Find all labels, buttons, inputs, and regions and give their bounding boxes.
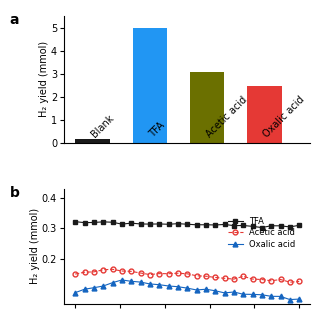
Oxalic acid — [223, 291, 227, 295]
Oxalic acid — [83, 287, 86, 291]
Acetic acid — [241, 274, 245, 278]
Acetic acid — [260, 278, 264, 282]
TFA — [297, 223, 301, 227]
Oxalic acid — [297, 297, 301, 301]
TFA — [111, 220, 115, 224]
Oxalic acid — [204, 287, 208, 291]
Oxalic acid — [120, 278, 124, 282]
TFA — [260, 226, 264, 229]
TFA — [92, 220, 96, 224]
Acetic acid — [148, 273, 152, 276]
Acetic acid — [73, 272, 77, 276]
Line: TFA: TFA — [73, 219, 302, 230]
TFA — [195, 223, 198, 227]
Acetic acid — [288, 280, 292, 284]
Oxalic acid — [148, 282, 152, 286]
Acetic acid — [204, 274, 208, 278]
TFA — [176, 222, 180, 226]
TFA — [139, 222, 142, 226]
TFA — [120, 222, 124, 226]
Oxalic acid — [260, 293, 264, 297]
Oxalic acid — [167, 284, 171, 288]
Acetic acid — [92, 270, 96, 274]
Oxalic acid — [213, 289, 217, 293]
Oxalic acid — [157, 283, 161, 287]
TFA — [148, 222, 152, 226]
Text: a: a — [10, 13, 19, 28]
Oxalic acid — [176, 285, 180, 289]
Bar — [247, 86, 282, 143]
Acetic acid — [279, 277, 283, 281]
Acetic acid — [185, 272, 189, 276]
Acetic acid — [129, 269, 133, 273]
Acetic acid — [101, 268, 105, 272]
Acetic acid — [232, 277, 236, 281]
TFA — [204, 223, 208, 227]
Text: Blank: Blank — [90, 113, 116, 139]
Oxalic acid — [185, 286, 189, 290]
TFA — [279, 224, 283, 228]
TFA — [185, 222, 189, 226]
Y-axis label: H₂ yield (mmol): H₂ yield (mmol) — [39, 41, 49, 117]
Oxalic acid — [139, 280, 142, 284]
TFA — [288, 225, 292, 229]
Acetic acid — [157, 272, 161, 276]
TFA — [223, 222, 227, 226]
TFA — [213, 223, 217, 227]
TFA — [167, 222, 171, 226]
Oxalic acid — [129, 279, 133, 283]
Acetic acid — [111, 268, 115, 271]
Acetic acid — [195, 274, 198, 278]
Acetic acid — [269, 279, 273, 283]
Bar — [190, 72, 224, 143]
Line: Oxalic acid: Oxalic acid — [73, 277, 302, 302]
Oxalic acid — [241, 292, 245, 296]
Acetic acid — [176, 271, 180, 275]
TFA — [241, 224, 245, 228]
Oxalic acid — [251, 292, 254, 296]
Acetic acid — [120, 269, 124, 273]
Oxalic acid — [73, 291, 77, 295]
Acetic acid — [297, 280, 301, 284]
Acetic acid — [83, 270, 86, 274]
Text: Acetic acid: Acetic acid — [204, 95, 249, 139]
Oxalic acid — [279, 294, 283, 298]
TFA — [101, 220, 105, 224]
Text: b: b — [10, 187, 20, 200]
Oxalic acid — [101, 284, 105, 288]
Oxalic acid — [111, 281, 115, 284]
Bar — [133, 28, 167, 143]
Legend: TFA, Acetic acid, Oxalic acid: TFA, Acetic acid, Oxalic acid — [224, 213, 299, 252]
Text: Oxalic acid: Oxalic acid — [262, 94, 307, 139]
TFA — [269, 224, 273, 228]
Acetic acid — [167, 272, 171, 276]
Acetic acid — [223, 276, 227, 280]
Oxalic acid — [288, 298, 292, 301]
Text: TFA: TFA — [147, 120, 166, 139]
Y-axis label: H₂ yield (mmol): H₂ yield (mmol) — [30, 208, 40, 284]
TFA — [129, 221, 133, 225]
Bar — [76, 139, 110, 143]
Acetic acid — [213, 276, 217, 279]
TFA — [232, 224, 236, 228]
Acetic acid — [139, 271, 142, 275]
Oxalic acid — [92, 286, 96, 290]
Oxalic acid — [195, 288, 198, 292]
TFA — [251, 224, 254, 228]
Oxalic acid — [269, 294, 273, 298]
Line: Acetic acid: Acetic acid — [73, 267, 302, 284]
Acetic acid — [251, 277, 254, 281]
TFA — [157, 222, 161, 226]
TFA — [73, 220, 77, 224]
Oxalic acid — [232, 290, 236, 294]
TFA — [83, 221, 86, 225]
